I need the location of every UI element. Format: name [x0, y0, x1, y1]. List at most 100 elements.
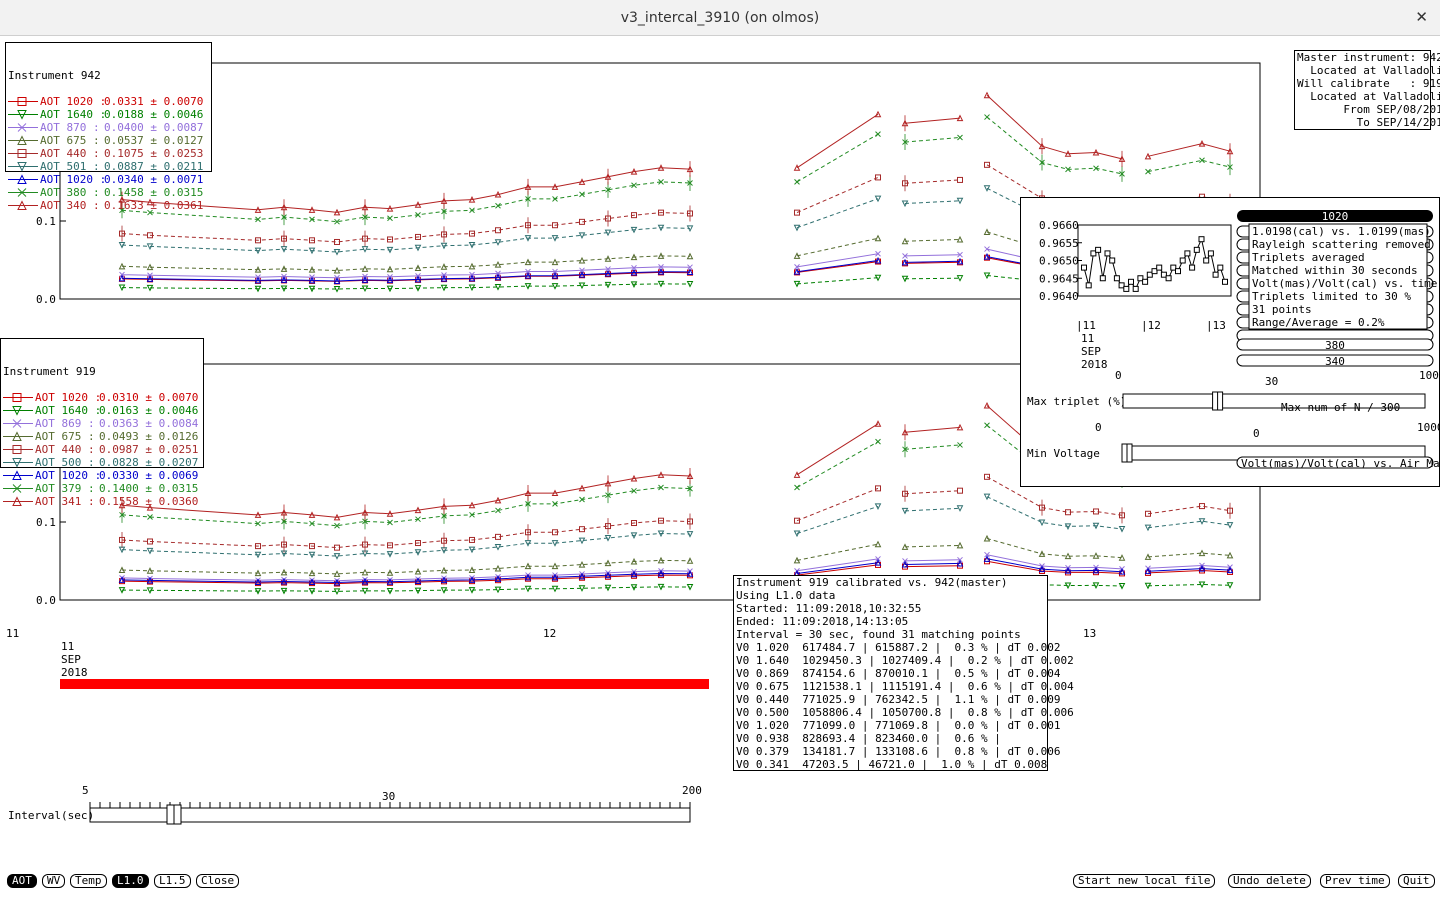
data-point[interactable] — [308, 206, 316, 213]
data-point[interactable] — [308, 569, 316, 577]
data-point[interactable] — [604, 255, 612, 262]
data-point[interactable] — [1064, 150, 1072, 157]
data-point[interactable] — [1226, 551, 1234, 559]
data-point[interactable] — [578, 256, 586, 264]
data-point[interactable] — [361, 246, 369, 253]
data-point[interactable] — [333, 570, 341, 577]
data-point[interactable] — [440, 547, 448, 554]
data-point[interactable] — [255, 543, 261, 550]
data-point[interactable] — [578, 585, 586, 592]
data-point[interactable] — [414, 264, 422, 272]
data-point[interactable] — [333, 248, 341, 256]
data-point[interactable] — [308, 551, 316, 559]
data-point[interactable] — [631, 520, 637, 527]
data-point[interactable] — [524, 485, 532, 502]
data-point[interactable] — [280, 504, 288, 521]
data-point[interactable] — [902, 441, 908, 458]
data-point[interactable] — [957, 176, 963, 183]
data-point[interactable] — [1038, 565, 1046, 573]
data-point[interactable] — [468, 546, 476, 554]
data-point[interactable] — [874, 503, 882, 510]
data-point[interactable] — [440, 576, 448, 584]
ratio-point[interactable] — [1207, 250, 1214, 257]
data-point[interactable] — [414, 201, 422, 208]
data-point[interactable] — [902, 485, 908, 502]
data-point[interactable] — [578, 484, 586, 492]
data-point[interactable] — [255, 520, 261, 527]
data-point[interactable] — [494, 273, 502, 281]
data-point[interactable] — [657, 268, 665, 275]
data-point[interactable] — [334, 544, 340, 551]
data-point[interactable] — [957, 487, 963, 494]
data-point[interactable] — [874, 274, 882, 282]
data-point[interactable] — [469, 578, 475, 585]
data-point[interactable] — [604, 168, 612, 185]
data-point[interactable] — [118, 566, 126, 574]
data-point[interactable] — [1092, 522, 1100, 530]
data-point[interactable] — [494, 261, 502, 268]
data-point[interactable] — [579, 496, 585, 503]
data-point[interactable] — [1064, 567, 1072, 574]
data-point[interactable] — [983, 555, 991, 562]
data-point[interactable] — [578, 561, 586, 568]
data-point[interactable] — [361, 276, 369, 283]
data-point[interactable] — [146, 567, 154, 574]
data-point[interactable] — [658, 209, 664, 216]
data-point[interactable] — [552, 529, 558, 536]
data-point[interactable] — [308, 276, 316, 284]
data-point[interactable] — [361, 199, 369, 216]
data-point[interactable] — [552, 268, 558, 275]
data-point[interactable] — [387, 236, 393, 243]
data-point[interactable] — [414, 244, 422, 252]
data-point[interactable] — [386, 587, 394, 595]
data-point[interactable] — [255, 237, 261, 244]
data-point[interactable] — [309, 543, 315, 550]
data-point[interactable] — [254, 206, 262, 213]
ratio-point[interactable] — [1165, 275, 1172, 282]
data-point[interactable] — [794, 484, 800, 491]
ratio-point[interactable] — [1118, 282, 1125, 289]
data-point[interactable] — [578, 178, 586, 185]
data-point[interactable] — [254, 578, 262, 585]
data-point[interactable] — [1226, 582, 1234, 589]
data-point[interactable] — [686, 281, 694, 288]
data-point[interactable] — [552, 501, 558, 507]
data-point[interactable] — [280, 577, 288, 585]
data-point[interactable] — [578, 270, 586, 278]
data-point[interactable] — [118, 242, 126, 249]
data-point[interactable] — [630, 268, 638, 276]
data-point[interactable] — [631, 212, 637, 219]
data-point[interactable] — [605, 210, 611, 227]
ratio-point[interactable] — [1109, 257, 1116, 264]
data-point[interactable] — [440, 566, 448, 574]
data-point[interactable] — [604, 584, 612, 592]
data-point[interactable] — [254, 247, 262, 255]
data-point[interactable] — [657, 583, 665, 591]
data-point[interactable] — [874, 540, 882, 548]
ratio-point[interactable] — [1132, 285, 1139, 292]
wavelength-340-button[interactable] — [1236, 354, 1434, 367]
data-point[interactable] — [984, 161, 990, 168]
data-point[interactable] — [524, 258, 532, 266]
data-point[interactable] — [578, 232, 586, 239]
data-point[interactable] — [281, 536, 287, 553]
data-point[interactable] — [901, 560, 909, 568]
data-point[interactable] — [118, 262, 126, 270]
data-point[interactable] — [386, 569, 394, 576]
data-point[interactable] — [415, 233, 421, 240]
data-point[interactable] — [147, 538, 153, 545]
data-point[interactable] — [386, 510, 394, 517]
data-point[interactable] — [146, 587, 154, 594]
toolbar-button-aot[interactable]: AOT — [7, 874, 37, 888]
data-point[interactable] — [524, 562, 532, 570]
ratio-point[interactable] — [1156, 264, 1163, 271]
data-point[interactable] — [414, 506, 422, 514]
data-point[interactable] — [552, 196, 558, 202]
data-point[interactable] — [793, 252, 801, 259]
ratio-point[interactable] — [1128, 278, 1134, 285]
data-point[interactable] — [901, 507, 909, 515]
data-point[interactable] — [983, 493, 991, 501]
data-point[interactable] — [686, 252, 694, 260]
data-point[interactable] — [631, 487, 637, 494]
data-point[interactable] — [254, 276, 262, 284]
